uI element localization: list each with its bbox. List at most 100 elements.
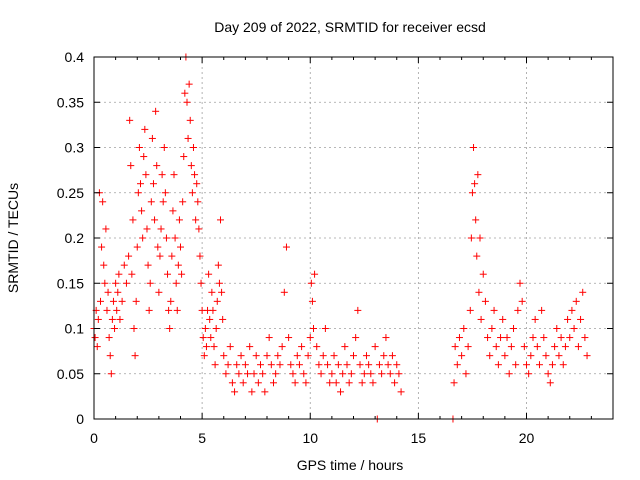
data-point xyxy=(180,153,188,161)
data-point xyxy=(211,361,219,369)
data-point xyxy=(179,198,187,206)
data-point xyxy=(139,234,147,242)
data-point xyxy=(360,370,368,378)
data-point xyxy=(149,180,157,188)
data-point xyxy=(564,315,572,323)
data-point xyxy=(561,343,569,351)
data-point xyxy=(380,352,388,360)
data-point xyxy=(583,352,591,360)
data-point xyxy=(148,134,156,142)
data-point xyxy=(501,352,509,360)
data-point xyxy=(551,343,559,351)
data-point xyxy=(135,144,143,151)
data-point xyxy=(467,234,475,242)
data-point xyxy=(343,361,351,369)
data-point xyxy=(133,243,141,251)
data-point xyxy=(365,361,373,369)
data-point xyxy=(378,370,386,378)
data-point xyxy=(160,144,168,151)
data-point xyxy=(278,343,286,351)
data-point xyxy=(479,270,487,278)
data-point xyxy=(529,334,537,342)
data-point xyxy=(527,352,535,360)
data-point xyxy=(328,370,336,378)
data-point xyxy=(546,379,554,387)
data-point xyxy=(518,297,526,305)
y-tick-label: 0.3 xyxy=(65,140,85,156)
data-point xyxy=(115,270,123,278)
data-point xyxy=(205,270,213,278)
data-point xyxy=(475,288,483,296)
data-point xyxy=(197,279,205,287)
data-point xyxy=(542,352,550,360)
data-point xyxy=(164,270,172,278)
data-point xyxy=(276,361,284,369)
data-point xyxy=(127,162,135,170)
data-point xyxy=(274,352,282,360)
data-point xyxy=(199,334,207,342)
data-point xyxy=(105,334,113,342)
data-point xyxy=(145,306,153,314)
data-point xyxy=(116,315,124,323)
data-point xyxy=(540,334,548,342)
data-point xyxy=(462,370,470,378)
data-point xyxy=(146,279,154,287)
data-point xyxy=(165,306,173,314)
data-point xyxy=(311,270,319,278)
data-point xyxy=(557,334,565,342)
data-point xyxy=(188,189,196,197)
axis-ticks xyxy=(93,56,614,420)
data-point xyxy=(171,234,179,242)
data-point xyxy=(298,343,306,351)
data-point xyxy=(367,370,375,378)
data-point xyxy=(183,98,191,106)
data-point xyxy=(287,361,295,369)
data-point xyxy=(138,207,146,215)
data-point xyxy=(514,306,522,314)
data-point xyxy=(159,198,167,206)
data-point xyxy=(134,189,142,197)
data-point xyxy=(178,270,186,278)
data-point xyxy=(186,116,194,124)
data-point xyxy=(272,370,280,378)
data-point xyxy=(304,352,312,360)
data-point xyxy=(492,343,500,351)
data-point xyxy=(222,370,230,378)
data-point xyxy=(486,352,494,360)
data-point xyxy=(484,334,492,342)
data-point xyxy=(393,361,401,369)
data-point xyxy=(125,252,133,260)
data-point xyxy=(130,325,138,332)
data-point xyxy=(140,153,148,161)
data-point xyxy=(209,306,217,314)
data-point xyxy=(158,171,166,179)
data-point xyxy=(181,89,189,97)
data-point xyxy=(455,334,463,342)
data-point xyxy=(195,225,203,233)
chart-title: Day 209 of 2022, SRMTID for receiver ecs… xyxy=(214,19,486,35)
x-tick-label: 0 xyxy=(90,430,98,446)
data-point xyxy=(510,325,518,332)
data-point xyxy=(505,370,513,378)
y-tick-label: 0.25 xyxy=(57,185,84,201)
data-point xyxy=(172,279,180,287)
data-point xyxy=(103,306,111,314)
data-point xyxy=(494,361,502,369)
data-point xyxy=(291,379,299,387)
data-point xyxy=(109,297,117,305)
data-point xyxy=(214,261,222,269)
data-point xyxy=(166,325,174,332)
data-point xyxy=(535,361,543,369)
data-point xyxy=(156,252,164,260)
data-point xyxy=(147,198,155,206)
data-point xyxy=(306,334,314,342)
data-point xyxy=(334,361,342,369)
data-point xyxy=(126,116,134,124)
data-point xyxy=(568,306,576,314)
data-point xyxy=(141,125,149,133)
data-point xyxy=(239,379,247,387)
data-point xyxy=(358,379,366,387)
data-point xyxy=(252,352,260,360)
